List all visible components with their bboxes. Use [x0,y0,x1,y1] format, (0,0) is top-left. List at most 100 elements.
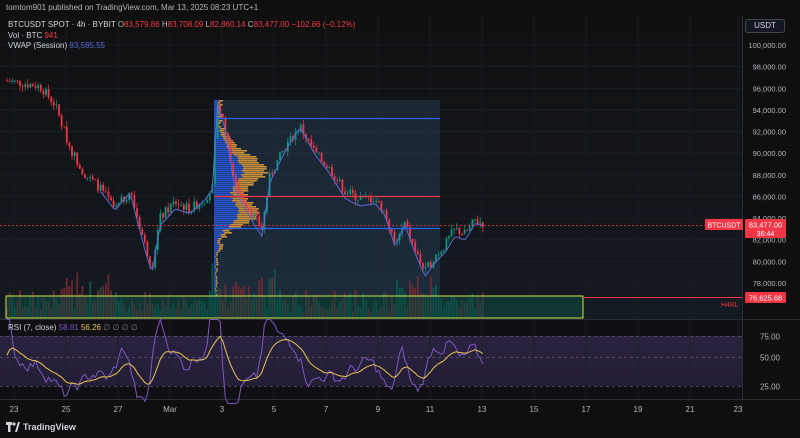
profile-bar-sell [233,222,250,224]
candle-body [78,164,81,169]
rsi-tick-label: 50.00 [760,354,781,363]
vwap-line [100,105,483,277]
profile-bar-buy [214,278,216,280]
profile-bar-sell [218,238,222,240]
ohlc-row: BTCUSDT SPOT · 4h · BYBIT O83,579.86 H83… [8,20,355,31]
profile-bar-buy [214,226,229,228]
candle-body [6,80,8,82]
candle-body [177,203,180,205]
volume-profile-box [214,100,440,296]
profile-bar-buy [214,254,217,256]
price-tick-label: 100,000.00 [748,41,786,50]
profile-bar-sell [216,264,219,266]
rsi-label[interactable]: RSI (7, close) [8,323,57,332]
time-tick-label: 9 [376,405,381,414]
candle-body [71,146,73,157]
profile-bar-buy [214,244,220,246]
profile-bar-buy [214,164,242,166]
candle-body [42,90,45,95]
low-value: 82,860.14 [209,20,246,29]
profile-bar-sell [215,276,218,278]
volume-value: 941 [44,30,58,40]
symbol-price-tag: BTCUSDT [705,219,743,230]
profile-bar-sell [238,178,259,180]
time-tick-label: 19 [634,405,643,414]
profile-bar-buy [214,242,218,244]
candle-body [419,254,422,264]
profile-bar-buy [214,266,216,268]
candle-body [357,199,359,201]
candle-body [11,80,14,82]
profile-bar-buy [214,236,222,238]
candle-body [375,200,378,202]
profile-bar-buy [214,192,231,194]
vwap-label[interactable]: VWAP (Session) [8,41,68,50]
high-value: 83,708.09 [167,20,204,29]
profile-bar-buy [214,220,234,222]
profile-bar-buy [214,256,216,258]
profile-bar-buy [214,166,243,168]
high-label: H [161,20,168,29]
candle-body [245,202,248,208]
profile-bar-sell [217,126,222,128]
candle-body [331,166,333,177]
candle-body [136,207,138,218]
candle-body [294,131,297,140]
price-chart-svg[interactable]: 100,000.00 98,000.00 96,000.00 94,000.00 92,… [0,16,800,416]
candle-body [94,179,97,181]
symbol-title[interactable]: BTCUSDT SPOT · 4h · BYBIT [8,20,116,29]
price-axis[interactable]: 100,000.00 98,000.00 96,000.00 94,000.00 92,… [748,41,786,288]
profile-bar-buy [214,116,219,118]
profile-bar-buy [214,208,239,210]
candle-body [437,254,440,256]
chart-area[interactable]: 100,000.00 98,000.00 96,000.00 94,000.00 92,… [0,16,800,416]
profile-bar-buy [214,174,241,176]
profile-bar-buy [214,212,240,214]
profile-bar-sell [216,282,219,284]
profile-bar-sell [233,154,251,156]
profile-bar-buy [214,140,225,142]
profile-bar-buy [214,198,233,200]
profile-bar-sell [228,226,242,228]
candle-body [414,242,417,252]
candle-body [45,89,47,95]
profile-bar-buy [214,124,217,126]
profile-bar-buy [214,100,219,102]
candle-body [299,124,302,132]
candle-body [141,228,144,235]
candle-body [307,138,310,140]
candle-body [112,200,115,207]
candle-body [427,262,430,267]
candle-body [255,213,258,217]
candle-body [305,134,307,139]
profile-bar-buy [214,188,233,190]
level-price-tag: 76,625.68 [745,292,786,303]
profile-bar-buy [214,216,238,218]
candle-body [370,196,372,203]
tradingview-logo-icon [6,422,20,432]
profile-bar-sell [216,260,218,262]
profile-bar-sell [242,166,267,168]
rsi-ma-value: 56.26 [80,323,101,332]
candle-body [203,202,206,204]
volume-label[interactable]: Vol · BTC [8,30,43,40]
candle-body [55,104,58,106]
time-axis[interactable]: 23 25 27 Mar 3 5 7 9 11 13 15 17 19 21 23 [10,405,743,414]
candle-body [320,152,323,162]
h4kl-label: H4KL [721,302,739,309]
open-value: 83,579.86 [124,20,160,29]
profile-bar-buy [214,190,233,192]
profile-bar-sell [219,130,224,132]
candle-body [154,249,157,268]
candle-body [338,179,341,181]
tradingview-logo[interactable]: TradingView [6,422,76,432]
profile-bar-sell [237,216,257,218]
currency-button[interactable]: USDT [745,19,785,33]
candle-body [448,236,450,239]
candle-body [63,126,66,128]
candle-body [219,105,222,114]
profile-bar-buy [214,264,217,266]
candle-body [167,207,170,213]
profile-bar-buy [214,232,224,234]
profile-bar-buy [214,162,239,164]
